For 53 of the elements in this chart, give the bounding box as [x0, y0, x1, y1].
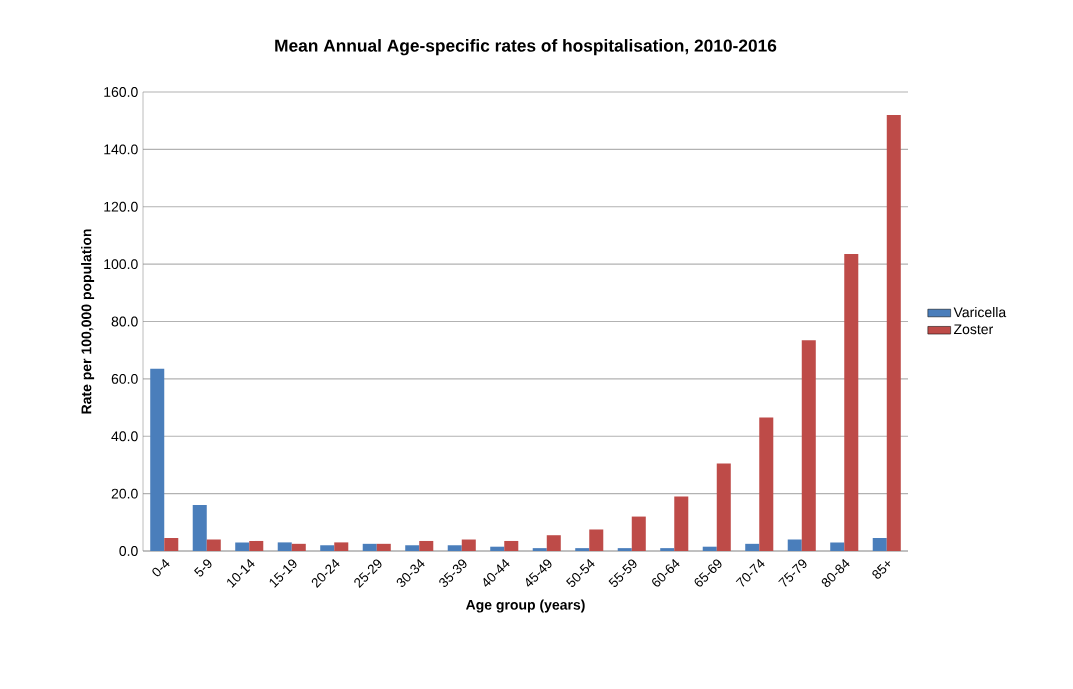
bar [674, 496, 689, 551]
y-tick-label: 80.0 [111, 316, 138, 327]
chart-title: Mean Annual Age-specific rates of hospitalisation, 2010-2016 [275, 39, 777, 56]
y-tick-label: 140.0 [104, 144, 138, 155]
bar [660, 548, 675, 551]
bar [362, 543, 377, 551]
y-tick-label: 0.0 [119, 546, 138, 556]
bar [192, 505, 207, 551]
y-tick-label: 20.0 [111, 488, 138, 499]
bar [787, 539, 802, 551]
bar [546, 535, 561, 551]
x-tick-label: 0-4 [152, 558, 170, 577]
bar [844, 254, 859, 551]
bar [334, 542, 349, 551]
bar [150, 368, 165, 551]
bar [631, 516, 646, 551]
bar [532, 548, 547, 551]
bar [206, 539, 221, 551]
bar [277, 542, 292, 551]
legend-label: Zoster [953, 324, 993, 335]
y-axis-title: Rate per 100,000 population [81, 229, 95, 414]
bar [164, 538, 179, 551]
bar [291, 543, 306, 551]
bar [447, 545, 462, 551]
x-axis-title: Age group (years) [465, 599, 585, 613]
x-tick-label: 5-9 [194, 559, 212, 577]
bar [886, 114, 901, 551]
bar [575, 548, 590, 551]
bar [759, 417, 774, 551]
legend-label: Varicella [953, 306, 1007, 318]
bar [702, 546, 717, 551]
x-tick-label: 85+ [872, 561, 891, 579]
bar [405, 545, 420, 551]
bar [235, 542, 250, 551]
bar [461, 539, 476, 551]
bar [376, 543, 391, 551]
y-tick-label: 60.0 [111, 373, 138, 384]
bar [617, 548, 632, 551]
bar [419, 540, 434, 551]
bar [830, 542, 845, 551]
bar [320, 545, 335, 551]
bar [801, 340, 816, 551]
bar [504, 540, 519, 551]
y-tick-label: 160.0 [104, 87, 138, 97]
y-tick-label: 100.0 [104, 259, 138, 270]
bar [589, 529, 604, 551]
y-tick-label: 40.0 [111, 431, 138, 442]
bar [490, 546, 505, 551]
bar [872, 538, 887, 551]
bar [249, 540, 264, 551]
bar [745, 543, 760, 551]
bar [716, 463, 731, 551]
y-tick-label: 120.0 [104, 201, 138, 212]
